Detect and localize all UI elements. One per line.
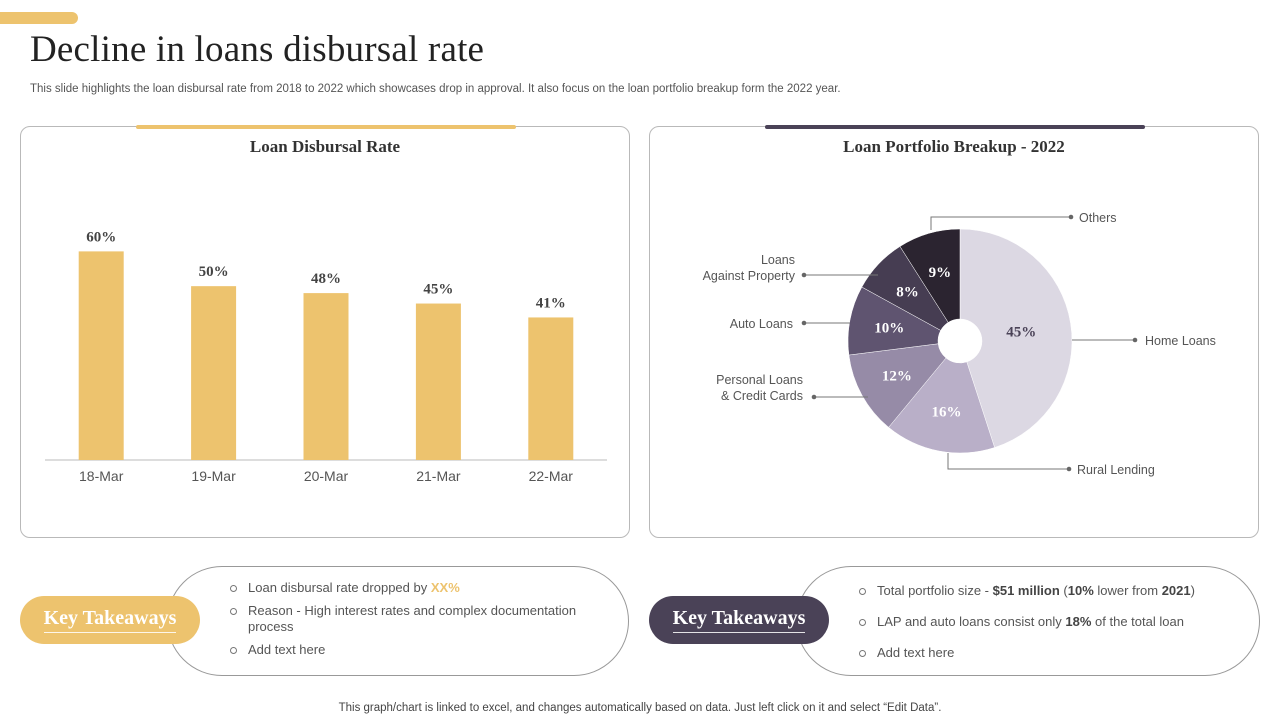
panel-accent-bar (765, 125, 1145, 129)
leader-dot (1066, 466, 1072, 472)
slice-value-label: 9% (929, 265, 952, 281)
category-label: Rural Lending (1077, 463, 1155, 477)
bar-value-label: 48% (311, 271, 341, 287)
bar (415, 303, 461, 460)
list-item: Add text here (228, 642, 608, 658)
top-accent-bar (0, 12, 78, 24)
bar (528, 317, 574, 460)
list-item: Add text here (857, 645, 1257, 661)
page-title: Decline in loans disbursal rate (30, 29, 485, 70)
footnote: This graph/chart is linked to excel, and… (338, 702, 942, 714)
category-label: Auto Loans (730, 317, 793, 331)
leader-dot (811, 394, 817, 400)
category-label: Others (1079, 211, 1117, 225)
category-label: Home Loans (1145, 334, 1216, 348)
x-tick-label: 21-Mar (416, 468, 461, 484)
list-item: Reason - High interest rates and complex… (228, 603, 608, 635)
takeaways-box (167, 566, 629, 676)
bar-chart-panel[interactable]: Loan Disbursal Rate 60% 18-Mar 50% 19-Mar 48… (20, 125, 630, 538)
takeaways-list: Total portfolio size - $51 million (10% … (857, 583, 1257, 668)
slice-value-label: 45% (1006, 324, 1036, 340)
bar-value-label: 60% (86, 229, 116, 245)
x-tick-label: 22-Mar (529, 468, 574, 484)
x-tick-label: 19-Mar (191, 468, 236, 484)
bar (191, 286, 237, 460)
leader-dot (1132, 337, 1138, 343)
pie-chart-panel[interactable]: Loan Portfolio Breakup - 2022 45% 16% 12% 1… (649, 125, 1259, 538)
page-subtitle: This slide highlights the loan disbursal… (30, 83, 841, 95)
key-takeaways-pill: Key Takeaways (20, 596, 200, 644)
x-tick-label: 18-Mar (79, 468, 124, 484)
slice-value-label: 16% (932, 405, 962, 421)
category-label: Loans (761, 253, 795, 267)
panel-accent-bar (136, 125, 516, 129)
leader-dot (801, 320, 807, 326)
pie-slice (888, 357, 995, 454)
takeaways-box (796, 566, 1260, 676)
pie-chart-title: Loan Portfolio Breakup - 2022 (843, 137, 1065, 156)
leader-line (930, 216, 1071, 230)
key-takeaways-left: Key Takeaways Loan disbursal rate droppe… (20, 566, 630, 676)
category-label: Against Property (703, 269, 796, 283)
bar (78, 251, 124, 460)
donut-chart[interactable]: 45% 16% 12% 10% 8% 9% Home Loans Rural Lending P… (650, 127, 1258, 537)
slice-value-label: 10% (874, 321, 904, 337)
bar-chart[interactable]: 60% 18-Mar 50% 19-Mar 48% 20-Mar 45% 21-Mar 41% 2… (21, 127, 629, 537)
leader-dot (801, 272, 807, 278)
slice-value-label: 12% (882, 369, 912, 385)
slice-value-label: 8% (896, 285, 919, 301)
list-item: Total portfolio size - $51 million (10% … (857, 583, 1257, 599)
list-item: LAP and auto loans consist only 18% of t… (857, 614, 1257, 630)
list-item: Loan disbursal rate dropped by XX% (228, 580, 608, 596)
category-label: & Credit Cards (721, 389, 803, 403)
x-tick-label: 20-Mar (304, 468, 349, 484)
bar-value-label: 41% (536, 295, 566, 311)
bar (303, 293, 349, 460)
pie-slice (959, 228, 1073, 448)
category-label: Personal Loans (716, 373, 803, 387)
bar-value-label: 50% (199, 264, 229, 280)
key-takeaways-right: Key Takeaways Total portfolio size - $51… (649, 566, 1261, 676)
pie-slice (848, 343, 947, 428)
leader-dot (1068, 214, 1074, 220)
takeaways-list: Loan disbursal rate dropped by XX% Reaso… (228, 580, 608, 665)
pie-slice (899, 228, 961, 323)
leader-line (947, 453, 1069, 470)
bar-chart-title: Loan Disbursal Rate (249, 137, 401, 156)
bar-value-label: 45% (423, 282, 453, 298)
key-takeaways-pill: Key Takeaways (649, 596, 829, 644)
